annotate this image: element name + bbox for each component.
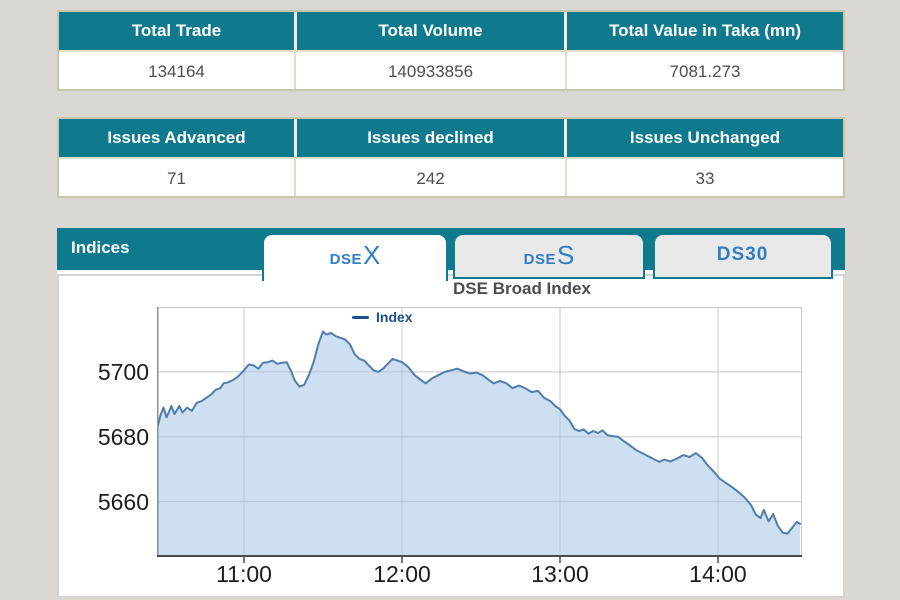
legend-item-index[interactable]: Index bbox=[352, 309, 413, 325]
issues-unchanged-value: 33 bbox=[567, 157, 843, 196]
index-chart-panel: DSE Broad Index Index 5700 5680 5660 11:00 1… bbox=[57, 274, 845, 598]
x-axis-tick-label: 12:00 bbox=[373, 561, 431, 587]
issues-advanced-value: 71 bbox=[59, 157, 294, 196]
total-volume-header: Total Volume bbox=[294, 12, 567, 50]
y-axis-tick-label: 5660 bbox=[97, 488, 149, 515]
chart-title: DSE Broad Index bbox=[453, 279, 591, 298]
tab-dses-label-suffix: S bbox=[557, 240, 575, 270]
table-header-row: Issues Advanced Issues declined Issues U… bbox=[59, 119, 843, 157]
total-value-header: Total Value in Taka (mn) bbox=[567, 12, 843, 50]
issues-unchanged-header: Issues Unchanged bbox=[567, 119, 843, 157]
issues-advanced-header: Issues Advanced bbox=[59, 119, 294, 157]
legend-label: Index bbox=[376, 309, 413, 325]
summary-table-issues: Issues Advanced Issues declined Issues U… bbox=[57, 117, 845, 198]
total-trade-header: Total Trade bbox=[59, 12, 294, 50]
table-value-row: 71 242 33 bbox=[59, 157, 843, 196]
y-axis-tick-label: 5680 bbox=[97, 423, 149, 450]
table-value-row: 134164 140933856 7081.273 bbox=[59, 50, 843, 89]
tab-dses[interactable]: DSE S bbox=[453, 233, 645, 279]
total-trade-value: 134164 bbox=[59, 50, 294, 89]
issues-declined-header: Issues declined bbox=[294, 119, 567, 157]
total-volume-value: 140933856 bbox=[294, 50, 567, 89]
y-axis-tick-label: 5700 bbox=[97, 358, 149, 385]
tab-ds30-label: DS30 bbox=[716, 244, 769, 265]
index-area-chart bbox=[157, 307, 802, 563]
x-axis-tick-label: 13:00 bbox=[531, 561, 589, 587]
tab-dsex-label: DSE bbox=[329, 251, 362, 268]
indices-tab-bar: Indices DSE X DSE S DS30 bbox=[57, 228, 845, 281]
legend-line-marker-icon bbox=[352, 315, 369, 319]
tab-dsex[interactable]: DSE X bbox=[262, 233, 448, 281]
tab-ds30[interactable]: DS30 bbox=[653, 233, 833, 279]
tab-dses-label: DSE bbox=[523, 251, 556, 268]
indices-section-label: Indices bbox=[71, 238, 130, 257]
table-header-row: Total Trade Total Volume Total Value in … bbox=[59, 12, 843, 50]
x-axis-tick-label: 14:00 bbox=[689, 561, 747, 587]
tab-dsex-label-suffix: X bbox=[363, 240, 381, 270]
x-axis-tick-label: 11:00 bbox=[216, 561, 272, 587]
issues-declined-value: 242 bbox=[294, 157, 567, 196]
total-value-value: 7081.273 bbox=[567, 50, 843, 89]
summary-table-trade: Total Trade Total Volume Total Value in … bbox=[57, 10, 845, 91]
